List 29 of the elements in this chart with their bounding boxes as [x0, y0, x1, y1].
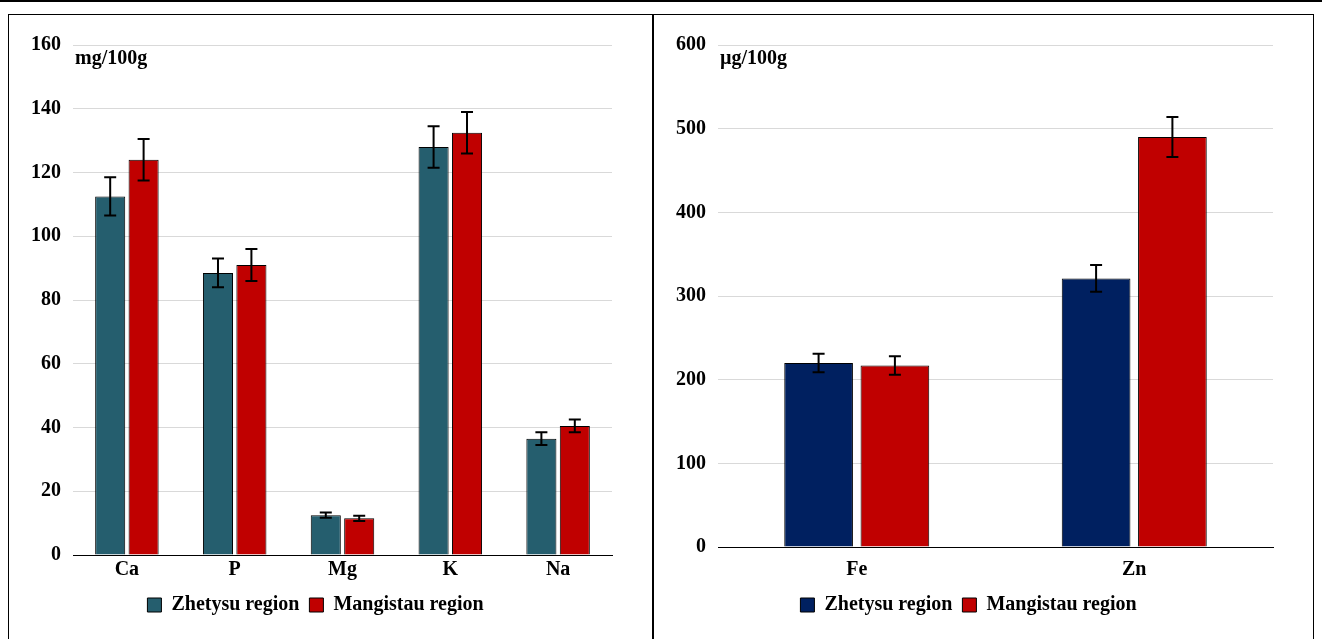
legend-label: Zhetysu region	[824, 592, 953, 616]
y-tick-label: 20	[41, 478, 61, 501]
y-tick-label: 100	[31, 223, 61, 246]
y-tick-label: 500	[676, 115, 706, 138]
y-tick-label: 0	[696, 534, 706, 557]
y-tick-label: 120	[31, 159, 61, 182]
x-tick-label: Fe	[846, 557, 868, 580]
x-tick-label: P	[228, 557, 241, 580]
x-tick-label: Ca	[114, 557, 140, 580]
legend-label: Mangistau region	[986, 592, 1137, 616]
x-tick-label: K	[442, 557, 459, 580]
y-tick-label: 200	[676, 366, 706, 389]
legend-label: Mangistau region	[333, 592, 484, 616]
y-axis-title: µg/100g	[720, 46, 788, 70]
y-tick-label: 80	[41, 287, 61, 310]
y-tick-label: 0	[51, 542, 61, 565]
x-tick-label: Zn	[1122, 557, 1147, 580]
y-axis-title: mg/100g	[75, 46, 148, 70]
x-tick-label: Na	[545, 557, 571, 580]
legend-label: Zhetysu region	[171, 592, 300, 616]
y-tick-label: 160	[31, 32, 61, 55]
y-tick-label: 600	[676, 32, 706, 55]
y-tick-label: 300	[676, 283, 706, 306]
y-tick-label: 100	[676, 450, 706, 473]
y-tick-label: 400	[676, 199, 706, 222]
y-tick-label: 60	[41, 350, 61, 373]
y-tick-label: 40	[41, 414, 61, 437]
y-tick-label: 140	[31, 95, 61, 118]
x-tick-label: Mg	[328, 557, 357, 581]
